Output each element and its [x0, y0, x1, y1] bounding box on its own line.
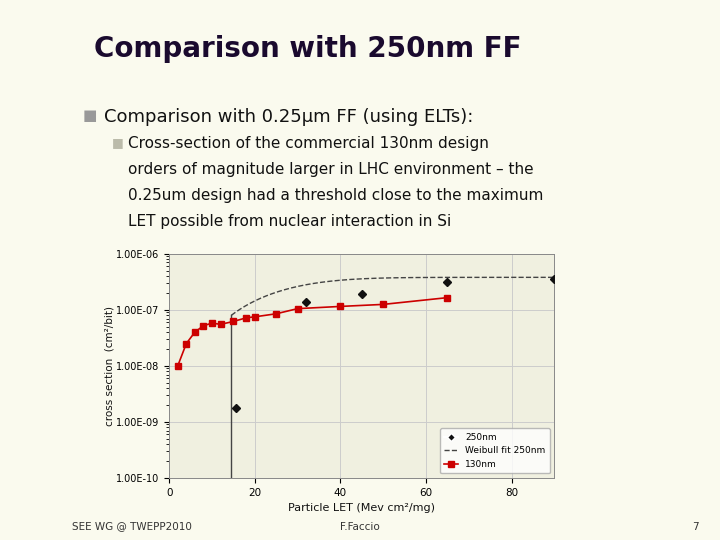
Text: ■: ■: [112, 136, 123, 149]
Text: LET possible from nuclear interaction in Si: LET possible from nuclear interaction in…: [128, 214, 451, 229]
Text: Comparison with 0.25μm FF (using ELTs):: Comparison with 0.25μm FF (using ELTs):: [104, 108, 474, 126]
Text: ■: ■: [83, 108, 97, 123]
Text: SEE WG @ TWEPP2010: SEE WG @ TWEPP2010: [72, 522, 192, 531]
Text: orders of magnitude larger in LHC environment – the: orders of magnitude larger in LHC enviro…: [128, 162, 534, 177]
X-axis label: Particle LET (Mev cm²/mg): Particle LET (Mev cm²/mg): [288, 503, 436, 513]
Text: F.Faccio: F.Faccio: [340, 522, 380, 531]
Text: 7: 7: [692, 522, 698, 531]
Text: Comparison with 250nm FF: Comparison with 250nm FF: [94, 35, 521, 63]
Y-axis label: cross section  (cm²/bit): cross section (cm²/bit): [104, 306, 114, 426]
Text: Cross-section of the commercial 130nm design: Cross-section of the commercial 130nm de…: [128, 136, 489, 151]
Legend: 250nm, Weibull fit 250nm, 130nm: 250nm, Weibull fit 250nm, 130nm: [440, 428, 550, 474]
Text: 0.25um design had a threshold close to the maximum: 0.25um design had a threshold close to t…: [128, 188, 544, 203]
